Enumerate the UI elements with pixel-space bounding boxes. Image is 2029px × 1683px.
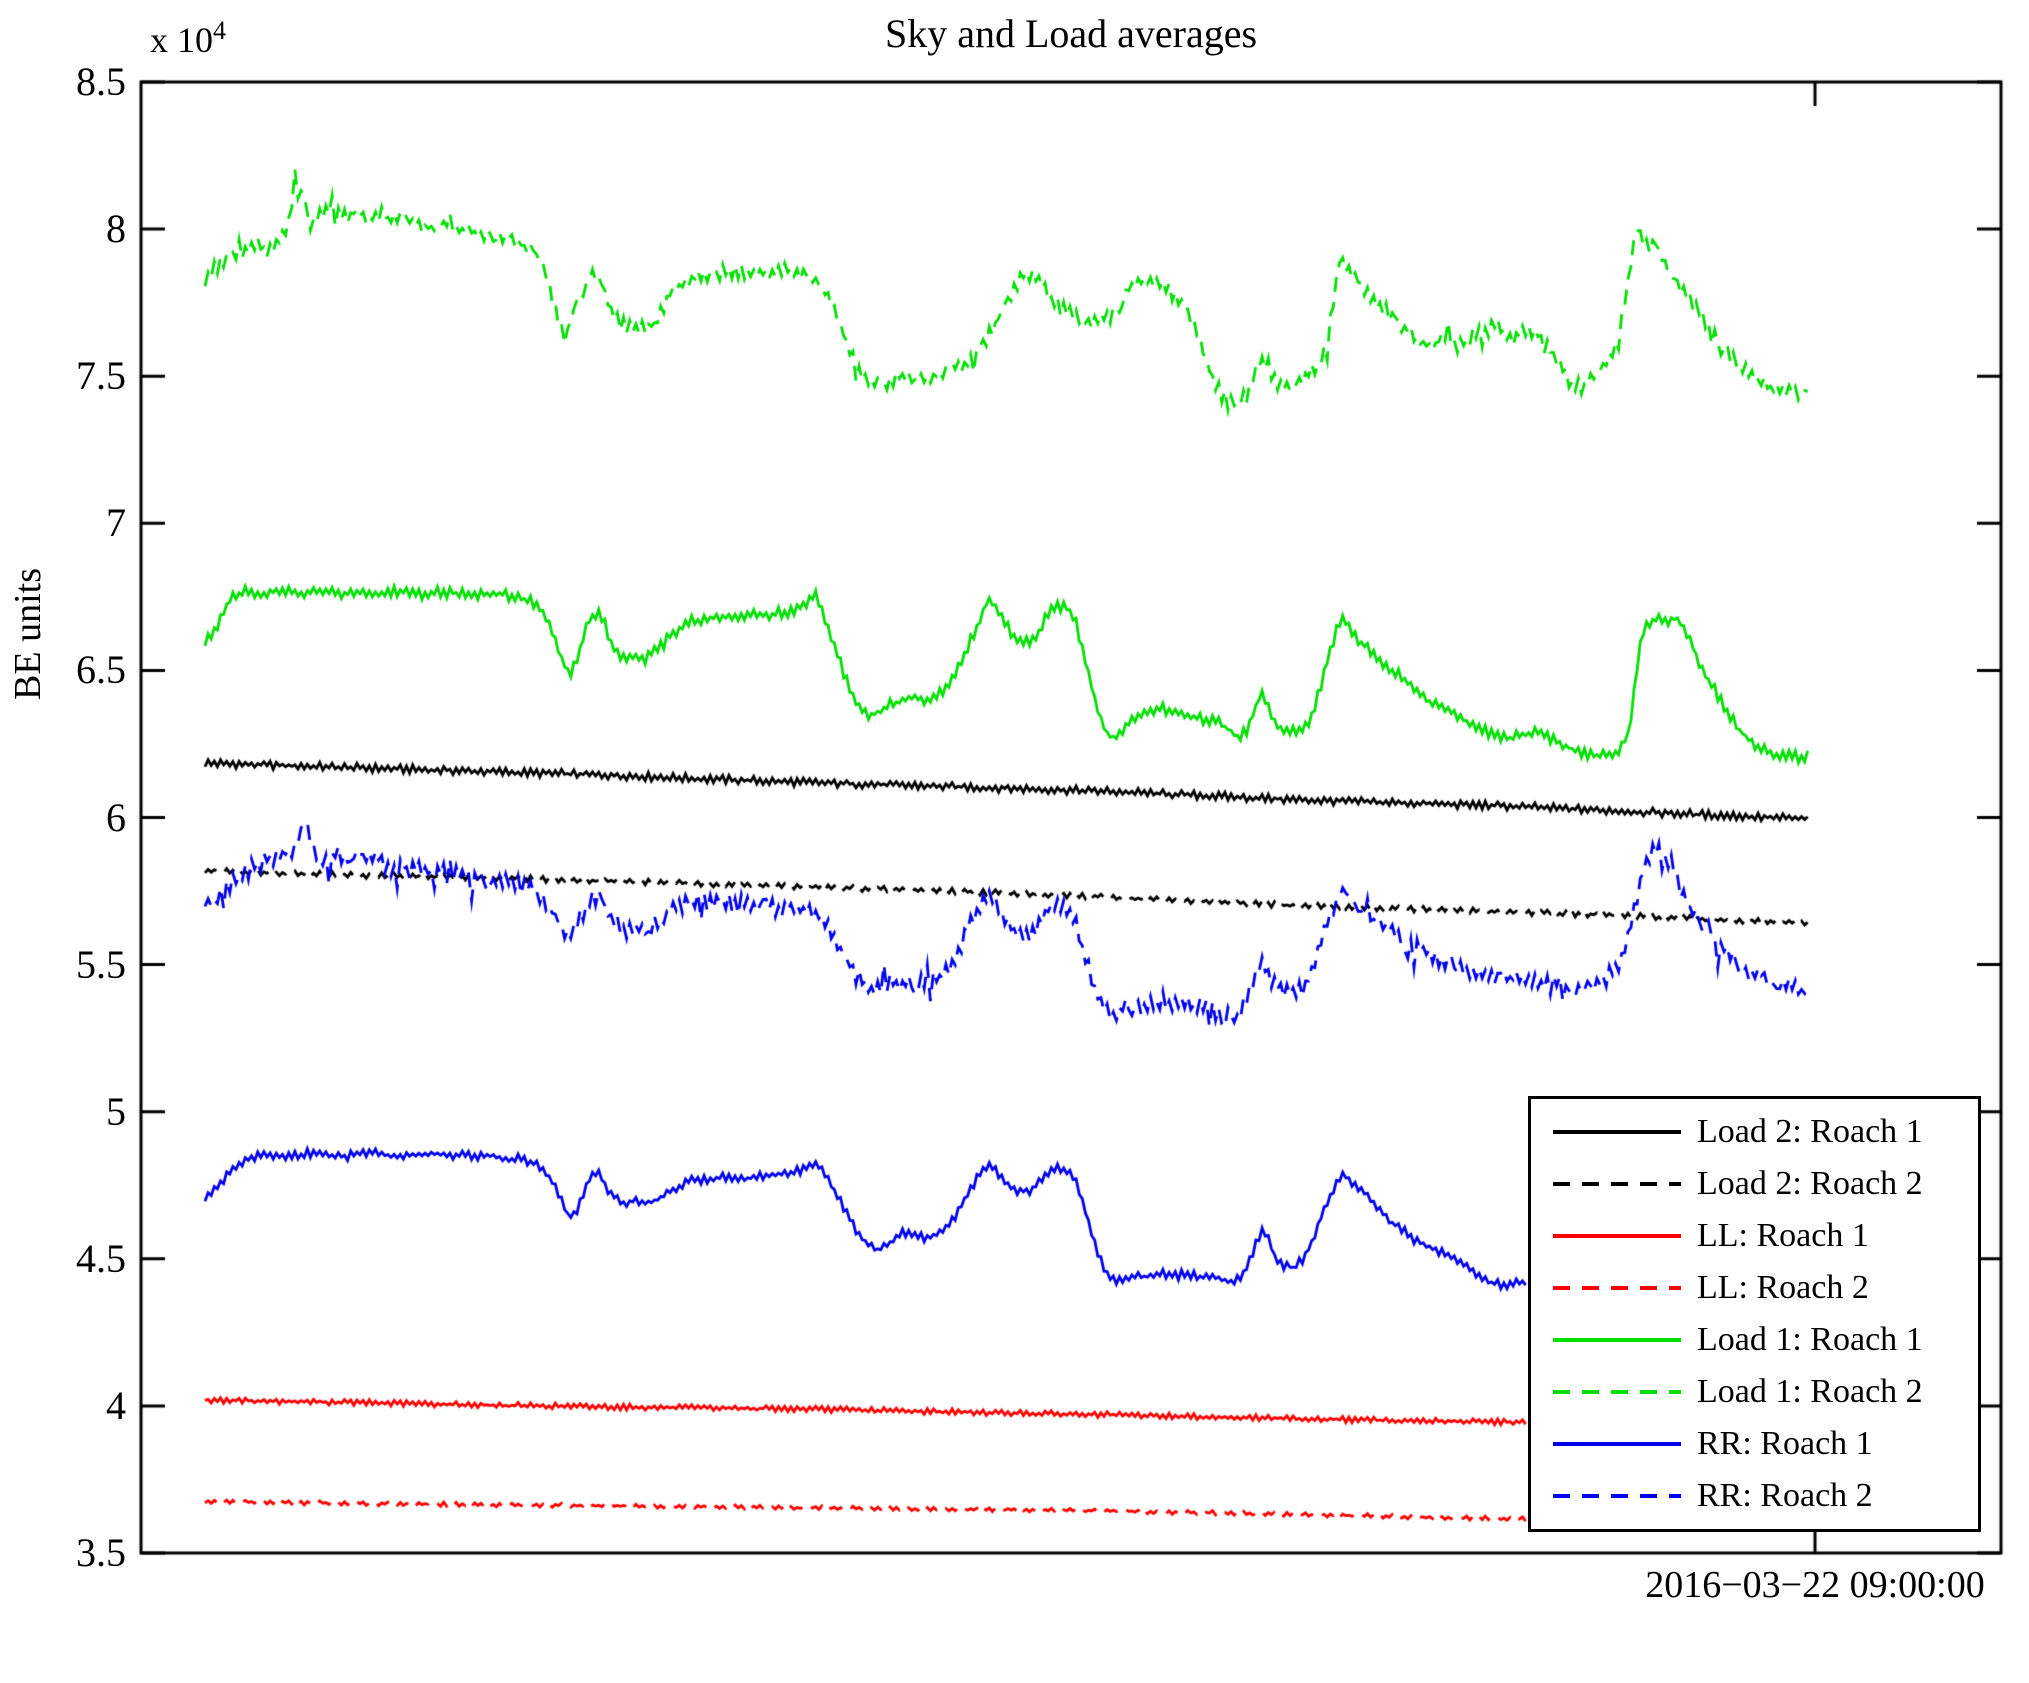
y-tick-label: 6.5 xyxy=(76,647,126,693)
y-tick-label: 8 xyxy=(106,206,126,252)
legend-entry: RR: Roach 2 xyxy=(1531,1471,1978,1521)
legend-solid-line-sample xyxy=(1553,1234,1681,1238)
legend-entry-label: Load 2: Roach 2 xyxy=(1697,1165,1923,1202)
chart-title: Sky and Load averages xyxy=(884,11,1258,56)
legend-entry-label: LL: Roach 2 xyxy=(1697,1269,1869,1306)
legend-entry: Load 2: Roach 1 xyxy=(1531,1107,1978,1157)
legend-entry-label: Load 1: Roach 1 xyxy=(1697,1321,1923,1358)
legend-dashed-line-sample xyxy=(1553,1286,1681,1290)
legend-solid-line-sample xyxy=(1553,1338,1681,1342)
x-tick-label: 2016−03−22 09:00:00 xyxy=(1645,1564,1985,1606)
legend-dashed-line-sample xyxy=(1553,1390,1681,1394)
y-axis-exponent-base: x 10 xyxy=(150,20,213,60)
legend-entry-label: RR: Roach 1 xyxy=(1697,1425,1873,1462)
y-tick-label: 8.5 xyxy=(76,59,126,104)
legend-entry: Load 1: Roach 2 xyxy=(1531,1367,1978,1417)
legend-entry: Load 1: Roach 1 xyxy=(1531,1315,1978,1365)
y-tick-label: 7.5 xyxy=(76,353,126,399)
legend-entry-label: Load 2: Roach 1 xyxy=(1697,1113,1923,1150)
legend-dashed-line-sample xyxy=(1553,1182,1681,1186)
y-tick-label: 7 xyxy=(106,500,126,546)
legend-box: Load 2: Roach 1 Load 2: Roach 2 LL: Roach … xyxy=(1528,1096,1981,1532)
y-tick-label: 5 xyxy=(106,1088,126,1134)
y-tick-label: 4.5 xyxy=(76,1235,126,1281)
legend-entry: Load 2: Roach 2 xyxy=(1531,1159,1978,1209)
y-axis-exponent: x 104 xyxy=(150,16,226,61)
y-tick-label: 4 xyxy=(106,1382,126,1428)
legend-entry-label: RR: Roach 2 xyxy=(1697,1477,1873,1514)
legend-solid-line-sample xyxy=(1553,1130,1681,1134)
y-axis-exponent-power: 4 xyxy=(213,16,226,45)
legend-entry: LL: Roach 2 xyxy=(1531,1263,1978,1313)
legend-entry-label: LL: Roach 1 xyxy=(1697,1217,1869,1254)
legend-solid-line-sample xyxy=(1553,1442,1681,1446)
y-tick-label: 6 xyxy=(106,794,126,840)
legend-dashed-line-sample xyxy=(1553,1494,1681,1498)
y-tick-label: 5.5 xyxy=(76,941,126,987)
legend-entry-label: Load 1: Roach 2 xyxy=(1697,1373,1923,1410)
legend-entry: LL: Roach 1 xyxy=(1531,1211,1978,1261)
legend-entry: RR: Roach 1 xyxy=(1531,1419,1978,1469)
y-tick-label: 3.5 xyxy=(76,1530,126,1575)
